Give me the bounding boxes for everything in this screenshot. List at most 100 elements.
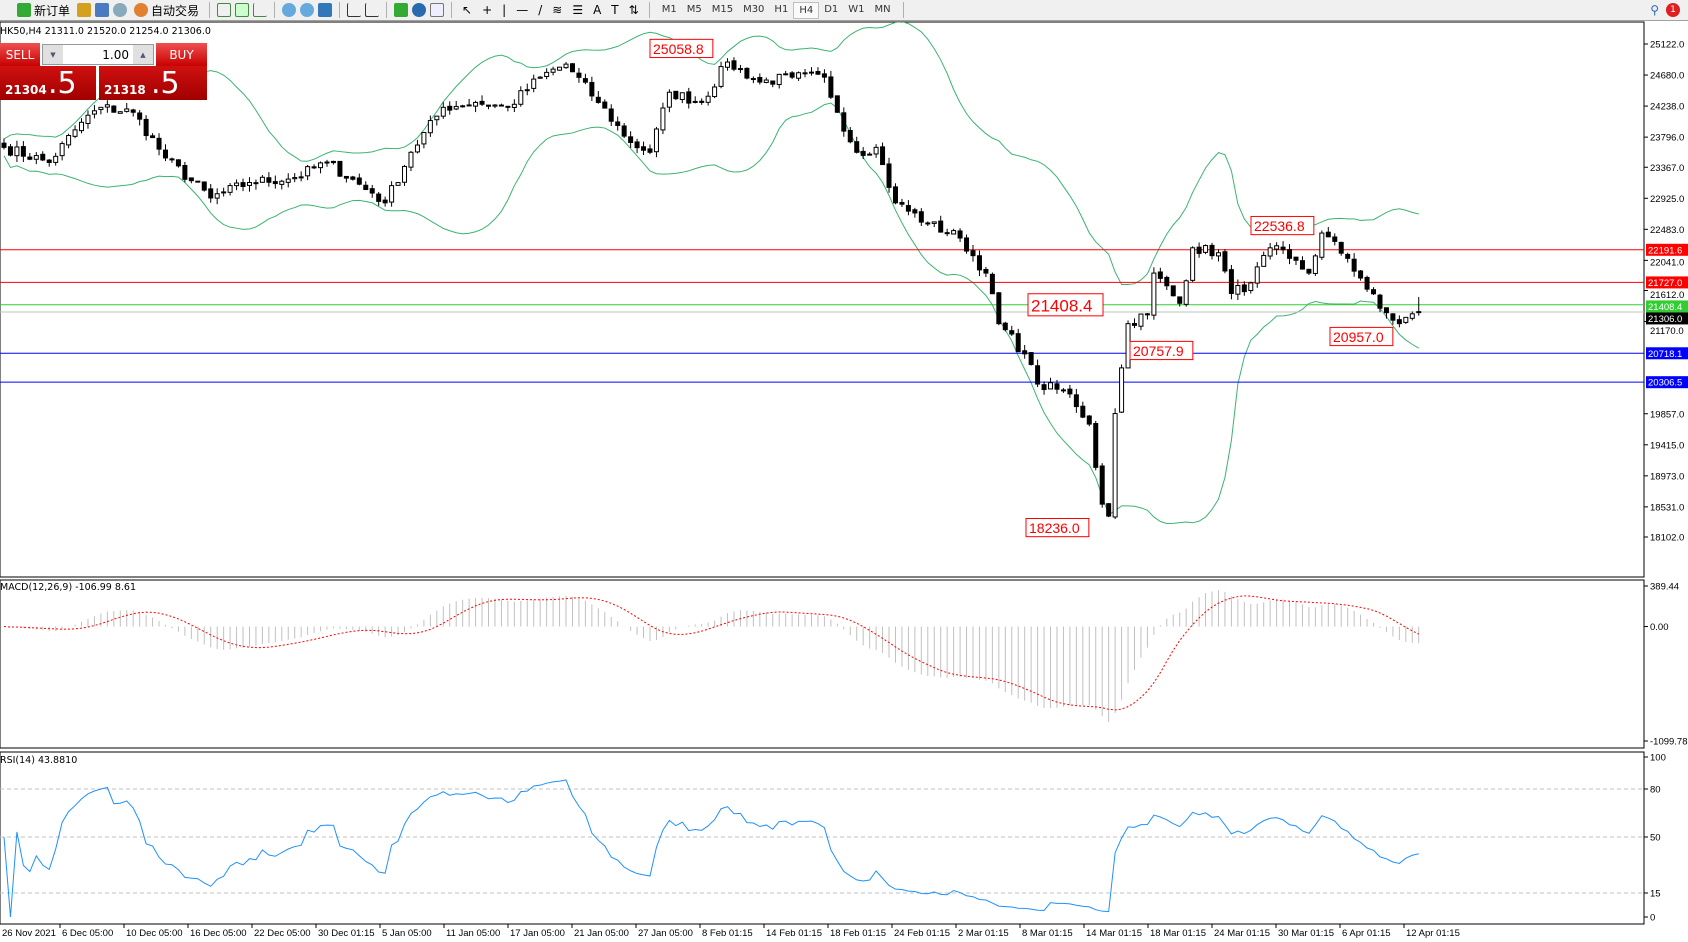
- candle-body: [905, 205, 911, 212]
- sell-price[interactable]: 21304 .5: [0, 66, 96, 100]
- candle-body: [66, 135, 72, 146]
- separator: [648, 2, 650, 18]
- auto-trading-button[interactable]: 自动交易: [131, 1, 202, 20]
- candle-body: [692, 100, 698, 103]
- candle-body: [970, 250, 976, 257]
- candle-body: [1228, 269, 1234, 294]
- macd-tick-label: -1099.78: [1650, 737, 1688, 748]
- trendline-tool[interactable]: /: [538, 3, 543, 17]
- timeframe-d1[interactable]: D1: [824, 3, 839, 15]
- candle-body: [569, 63, 575, 73]
- cursor-tool[interactable]: ↖: [462, 3, 473, 17]
- candle-body: [666, 91, 672, 108]
- candle-body: [1215, 252, 1221, 257]
- equidistant-channel-tool[interactable]: ≋: [552, 3, 563, 17]
- time-tick-label: 17 Jan 05:00: [510, 928, 565, 939]
- candle-body: [1222, 251, 1228, 272]
- candle-body: [686, 91, 692, 104]
- candlestick-chart-icon[interactable]: [235, 3, 250, 17]
- buy-price[interactable]: 21318 .5: [99, 66, 207, 100]
- candle-body: [143, 118, 149, 137]
- price-tick-label: 18531.0: [1650, 502, 1684, 513]
- line-chart-icon[interactable]: [253, 3, 268, 17]
- price-tick-label: 23367.0: [1650, 163, 1684, 174]
- bar-chart-icon[interactable]: [217, 3, 232, 17]
- time-tick-label: 6 Dec 05:00: [62, 928, 113, 939]
- signals-icon[interactable]: [113, 3, 128, 17]
- time-tick-label: 24 Feb 01:15: [894, 928, 950, 939]
- timeframe-m30[interactable]: M30: [743, 3, 765, 15]
- candle-body: [1332, 236, 1338, 242]
- candle-body: [880, 146, 886, 166]
- vertical-line-tool[interactable]: |: [502, 3, 507, 17]
- lot-decrease-button[interactable]: ▼: [43, 45, 63, 64]
- time-tick-label: 18 Mar 01:15: [1150, 928, 1206, 939]
- candle-body: [957, 230, 963, 239]
- lot-size-field[interactable]: ▼ 1.00 ▲: [42, 44, 154, 65]
- candle-body: [802, 72, 808, 75]
- candle-body: [350, 176, 356, 180]
- buy-button[interactable]: BUY: [156, 43, 207, 66]
- timeframe-h1[interactable]: H1: [774, 3, 789, 15]
- market-watch-icon[interactable]: [77, 3, 92, 17]
- fibonacci-tool[interactable]: ☰: [572, 3, 584, 17]
- candle-body: [1138, 313, 1144, 327]
- navigator-icon[interactable]: [95, 3, 110, 17]
- timeframe-m5[interactable]: M5: [686, 3, 702, 15]
- price-tick-label: 18102.0: [1650, 533, 1684, 544]
- candle-body: [809, 71, 814, 74]
- new-order-button[interactable]: 新订单: [14, 1, 73, 20]
- candle-body: [854, 141, 860, 153]
- horizontal-line-tool[interactable]: —: [516, 3, 529, 17]
- timeframe-h4[interactable]: H4: [793, 1, 820, 19]
- crosshair-tool[interactable]: +: [482, 3, 493, 17]
- notification-badge[interactable]: 1: [1666, 3, 1680, 17]
- text-tool[interactable]: A: [593, 3, 602, 17]
- timeframe-m1[interactable]: M1: [661, 3, 677, 15]
- lot-size-value[interactable]: 1.00: [102, 47, 129, 62]
- zoom-out-icon[interactable]: [300, 3, 315, 17]
- new-order-icon: [17, 3, 31, 17]
- arrows-tool[interactable]: ⇅: [628, 3, 639, 17]
- tile-windows-icon[interactable]: [318, 3, 333, 17]
- candle-body: [46, 159, 52, 163]
- price-annotation-box: [1025, 517, 1090, 538]
- candle-body: [188, 177, 194, 182]
- price-tick-label: 19415.0: [1650, 440, 1684, 451]
- text-label-tool[interactable]: T: [611, 3, 619, 17]
- chart-shift-icon[interactable]: [365, 3, 380, 17]
- timeframe-m15[interactable]: M15: [711, 3, 734, 15]
- lot-increase-button[interactable]: ▲: [133, 45, 153, 64]
- candle-body: [1371, 289, 1377, 295]
- candle-body: [1280, 246, 1286, 251]
- candle-body: [725, 61, 731, 68]
- auto-scroll-icon[interactable]: [347, 3, 362, 17]
- candle-body: [259, 176, 265, 183]
- time-tick-label: 2 Mar 01:15: [958, 928, 1009, 939]
- bollinger-lower-band: [3, 102, 1419, 524]
- sell-button[interactable]: SELL: [0, 43, 40, 66]
- price-tick-label: 21612.0: [1650, 290, 1684, 301]
- candle-body: [498, 104, 504, 107]
- candle-body: [7, 146, 13, 156]
- candle-body: [1358, 270, 1364, 279]
- candle-body: [408, 151, 414, 168]
- candle-body: [318, 162, 324, 169]
- candle-body: [1060, 389, 1066, 392]
- indicators-icon[interactable]: [394, 3, 409, 17]
- search-icon[interactable]: ⚲: [1650, 3, 1659, 17]
- candle-body: [737, 68, 743, 71]
- candle-body: [111, 105, 117, 113]
- timeframe-w1[interactable]: W1: [848, 3, 865, 15]
- zoom-in-icon[interactable]: [282, 3, 297, 17]
- templates-icon[interactable]: [430, 3, 445, 17]
- periods-clock-icon[interactable]: [412, 3, 427, 17]
- separator: [339, 2, 341, 18]
- candle-body: [376, 193, 382, 202]
- candle-body: [505, 105, 511, 108]
- timeframe-mn[interactable]: MN: [874, 3, 891, 15]
- candle-body: [453, 105, 459, 110]
- price-tick-label: 19857.0: [1650, 409, 1684, 420]
- candle-body: [673, 90, 679, 100]
